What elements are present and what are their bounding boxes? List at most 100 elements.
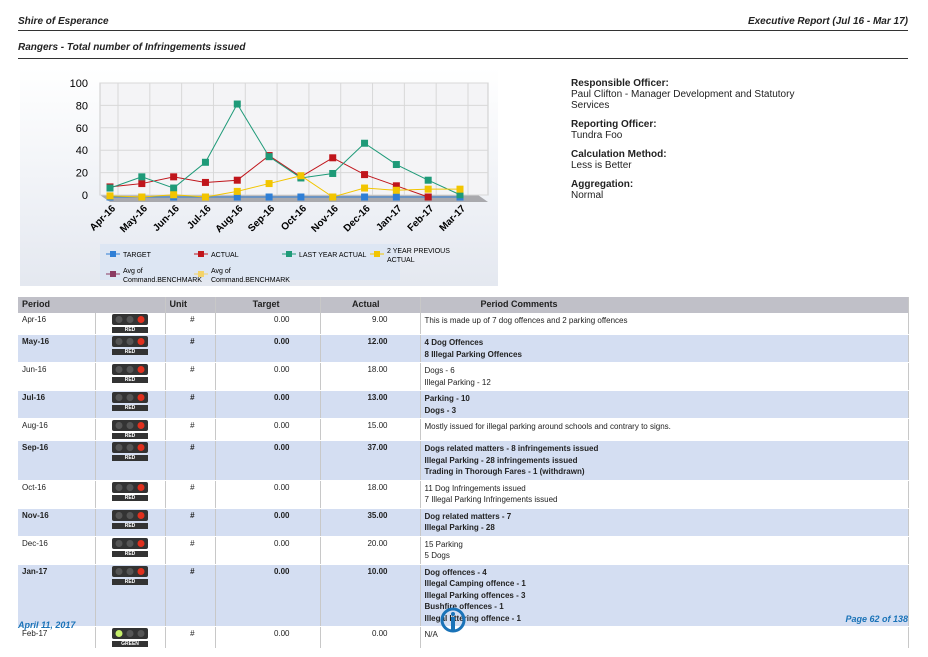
comment-line: Parking - 10	[424, 394, 470, 403]
marker	[361, 184, 369, 192]
status-label: GREEN	[112, 641, 148, 647]
marker	[361, 193, 369, 201]
status: RED	[95, 334, 166, 363]
marker	[361, 139, 369, 147]
traffic-light	[112, 420, 148, 431]
legend-bg	[100, 244, 400, 280]
traffic-light	[112, 364, 148, 375]
actual: 0.00	[320, 626, 421, 649]
series-line	[109, 103, 461, 196]
logo	[440, 607, 466, 633]
marker	[297, 172, 305, 180]
comments: Dog related matters - 7 Illegal Parking -…	[420, 508, 909, 537]
status: RED	[95, 390, 166, 419]
footer-page: Page 62 of 138	[845, 614, 908, 624]
actual: 37.00	[320, 440, 421, 481]
marker	[329, 154, 337, 162]
period: Sep-16	[18, 440, 96, 481]
traffic-light	[112, 481, 148, 493]
target: 0.00	[215, 418, 321, 441]
status-label: RED	[112, 405, 148, 411]
comment-line: Illegal Parking - 28	[424, 523, 495, 532]
target: 0.00	[215, 440, 321, 481]
unit: #	[165, 362, 216, 391]
status-label: RED	[112, 494, 148, 501]
comment-line: Mostly issued for illegal parking around…	[424, 422, 671, 431]
comments: Dogs - 6 Illegal Parking - 12	[420, 362, 909, 391]
marker	[170, 173, 178, 181]
marker	[329, 193, 337, 201]
marker	[138, 173, 146, 181]
comment-line: Illegal Parking - 28 infringements issue…	[424, 455, 578, 465]
unit: #	[165, 480, 216, 509]
status: RED	[95, 508, 166, 537]
target: 0.00	[215, 508, 321, 537]
actual: 12.00	[320, 334, 421, 363]
comment-line: Dogs related matters - 8 infringements i…	[424, 444, 599, 453]
comments: Dog offences - 4 Illegal Camping offence …	[420, 564, 909, 627]
period: Feb-17	[18, 626, 96, 649]
table-row: Oct-16 RED #0.00 18.00 11 Dog Infringements …	[18, 480, 909, 509]
target: 0.00	[215, 564, 321, 627]
comment-line: Illegal littering offence - 1	[424, 613, 521, 623]
column-header: Unit	[165, 297, 216, 313]
marker	[138, 193, 146, 201]
comment-line: Dog offences - 4	[424, 567, 487, 577]
comments: Dogs related matters - 8 infringements i…	[420, 440, 909, 481]
series-line	[109, 175, 460, 198]
marker	[201, 158, 209, 166]
marker	[361, 171, 369, 179]
status: GREEN	[95, 626, 166, 649]
table-row: Nov-16 RED #0.00 35.00 Dog related matters -…	[18, 508, 909, 537]
unit: #	[165, 418, 216, 441]
comment-line: 8 Illegal Parking Offences	[424, 349, 522, 359]
table-row: Aug-16 RED #0.00 15.00 Mostly issued for ill…	[18, 418, 909, 441]
marker	[106, 192, 114, 200]
header-row: Period Unit Target Actual Period Comments	[18, 297, 909, 313]
table-row: Apr-16 RED #0.00 9.00 This is made up of 7 d…	[18, 313, 909, 335]
comment-line: 15 Parking	[424, 539, 463, 549]
unit: #	[165, 390, 216, 419]
traffic-light	[112, 537, 148, 549]
legend-label: 2 YEAR PREVIOUS ACTUAL	[387, 248, 450, 264]
marker	[233, 100, 241, 108]
comment-line: Dog related matters - 7	[424, 511, 512, 521]
footer-date: April 11, 2017	[18, 620, 76, 630]
traffic-light	[112, 509, 148, 521]
unit: #	[165, 508, 216, 537]
traffic-light	[112, 392, 148, 403]
column-header: Target	[215, 297, 321, 313]
comment-line: 4 Dog Offences	[424, 338, 484, 347]
status: RED	[95, 440, 166, 481]
info-label: Aggregation:	[571, 179, 634, 190]
unit: #	[165, 440, 216, 481]
table-row: Sep-16 RED #0.00 37.00 Dogs related matters …	[18, 440, 909, 481]
comments: 15 Parking 5 Dogs	[420, 536, 909, 565]
actual: 18.00	[320, 480, 421, 509]
period: Nov-16	[18, 508, 96, 537]
legend-swatch	[110, 251, 116, 257]
info-label: Calculation Method:	[571, 149, 667, 160]
marker	[170, 184, 178, 192]
y-tick-label: 40	[76, 145, 88, 157]
table-row: Feb-17 GREEN #0.00 0.00 N/A	[18, 626, 909, 649]
status: RED	[95, 313, 166, 335]
marker	[106, 184, 114, 192]
marker	[424, 193, 432, 201]
unit: #	[165, 313, 216, 335]
comment-line: 5 Dogs	[424, 551, 450, 560]
comment-line: 7 Illegal Parking Infringements issued	[424, 495, 558, 504]
marker	[392, 193, 400, 201]
actual: 18.00	[320, 362, 421, 391]
column-header: Period	[18, 297, 166, 313]
target: 0.00	[215, 390, 321, 419]
marker	[201, 178, 209, 186]
table-row: Dec-16 RED #0.00 20.00 15 Parking 5 Dogs	[18, 536, 909, 565]
status: RED	[95, 536, 166, 565]
target: 0.00	[215, 480, 321, 509]
legend-swatch	[110, 271, 116, 277]
traffic-light	[112, 628, 148, 639]
y-tick-label: 20	[76, 168, 88, 180]
